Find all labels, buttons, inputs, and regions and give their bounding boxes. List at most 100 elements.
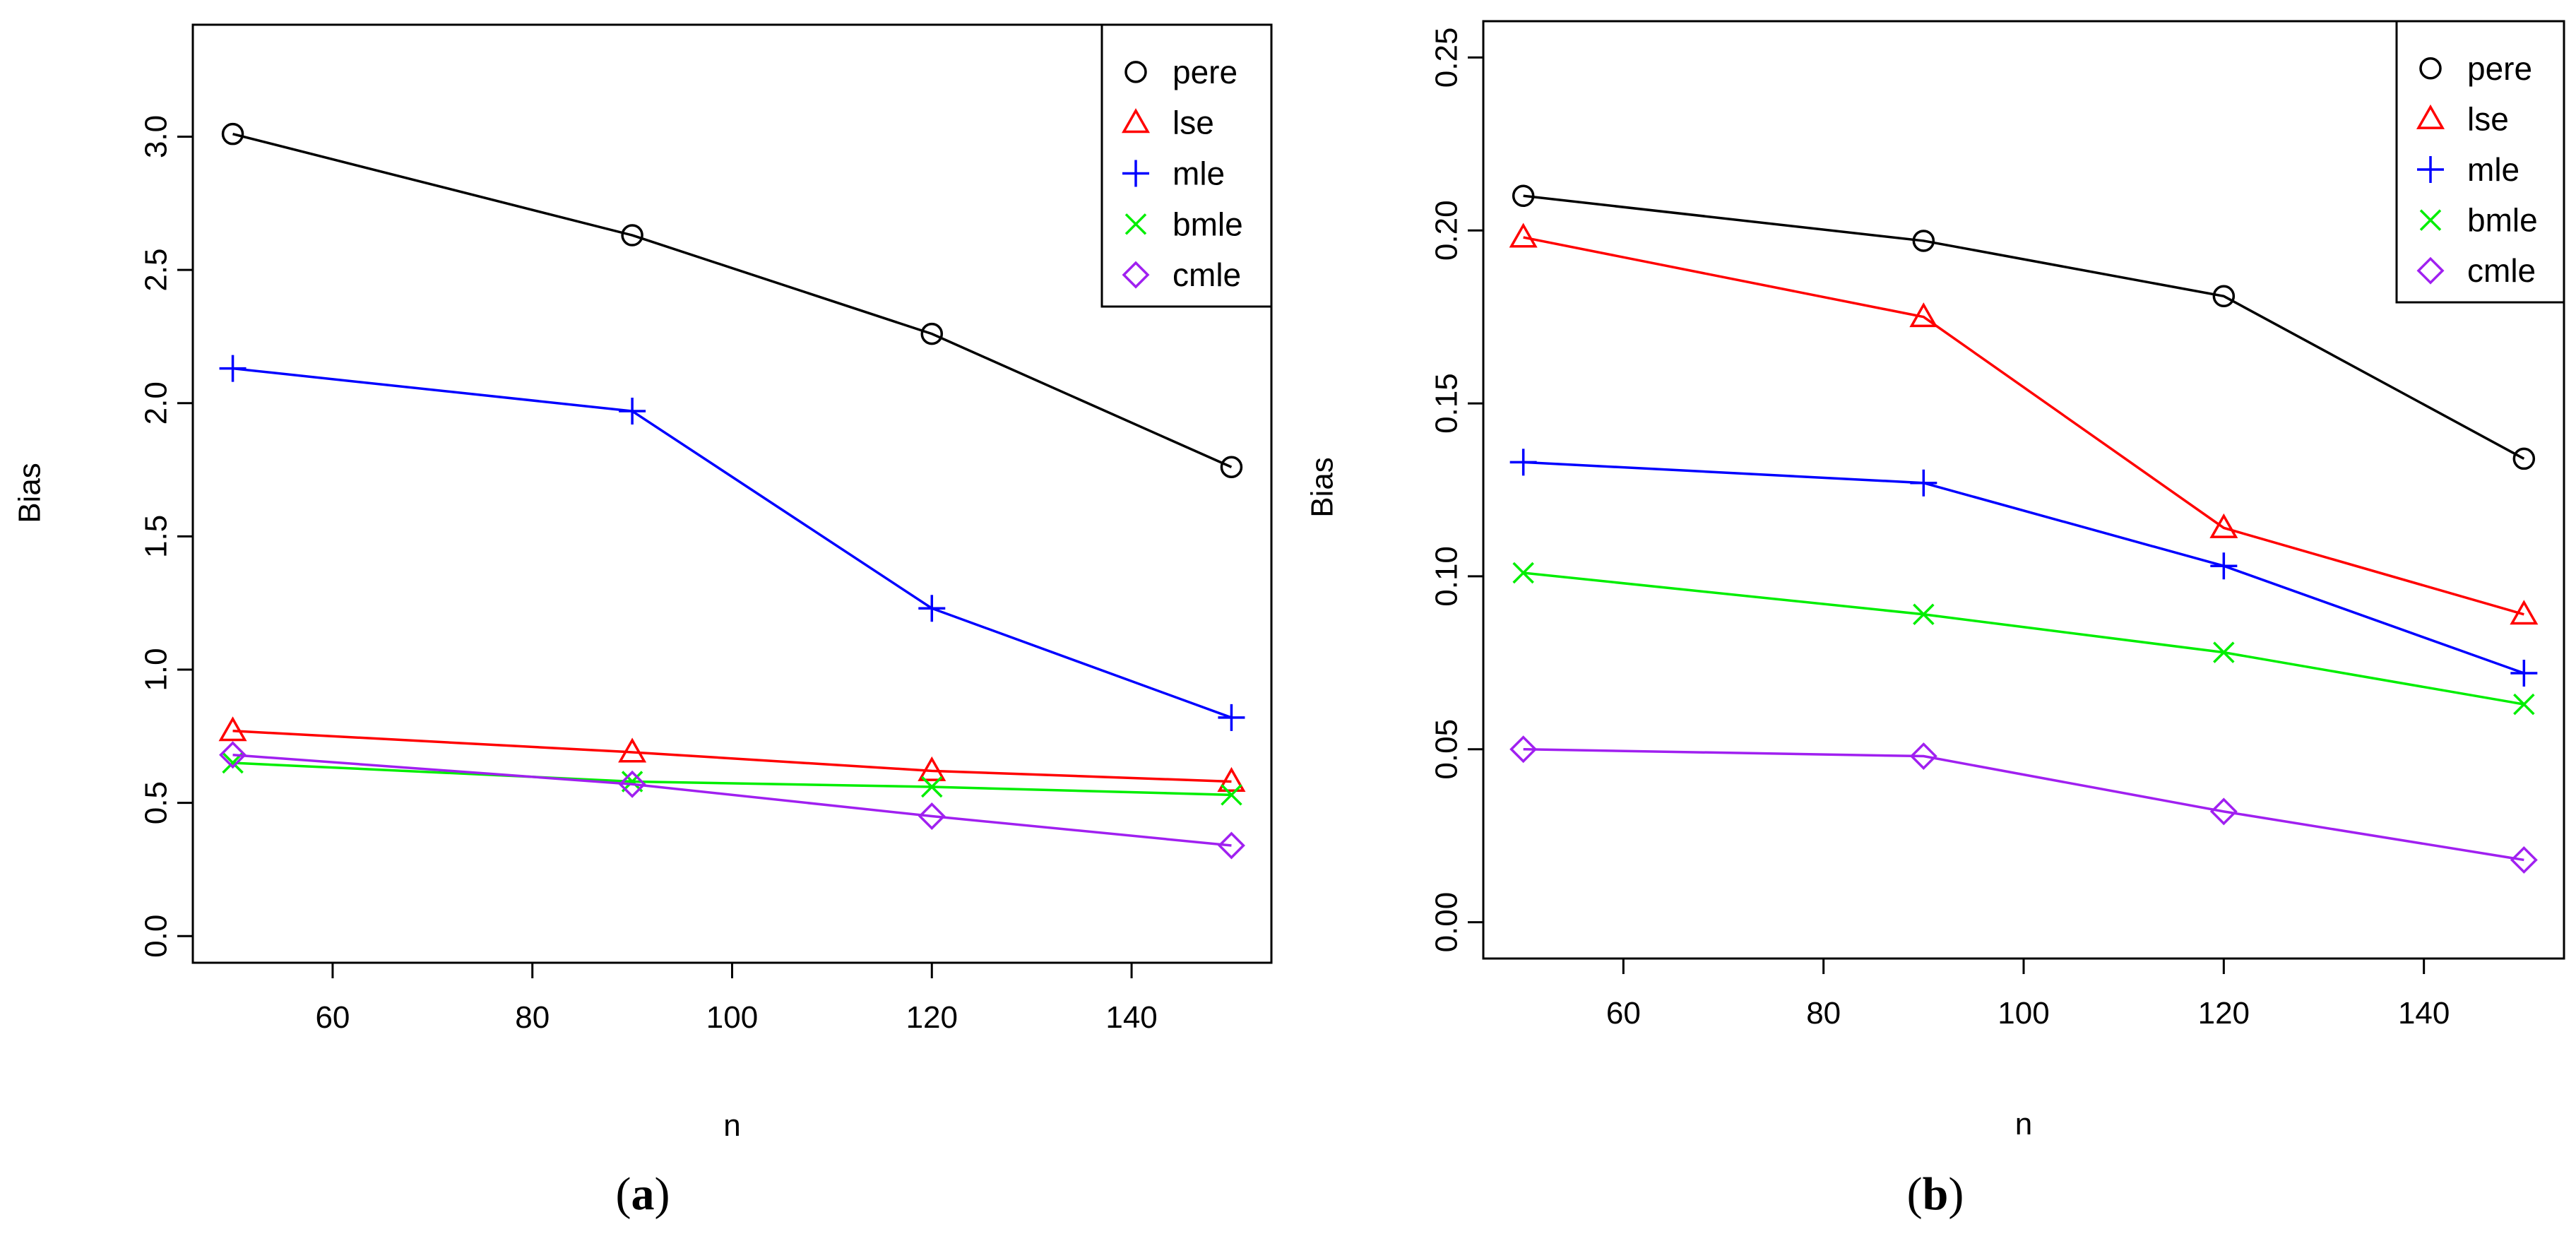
- legend-item-lse: lse: [1121, 105, 1214, 141]
- x-tick-label: 100: [1998, 996, 2049, 1031]
- x-tick-label: 60: [315, 1000, 350, 1035]
- x-tick-label: 60: [1606, 996, 1641, 1031]
- series-bmle: [1512, 562, 2535, 716]
- marker-plus: [1910, 469, 1937, 497]
- marker-plus: [1218, 704, 1245, 731]
- marker-circle: [1512, 184, 1535, 208]
- legend-item-mle: mle: [1122, 155, 1225, 192]
- marker-cross: [2419, 209, 2442, 231]
- panel-caption: (b): [1907, 1168, 1964, 1220]
- marker-diamond: [618, 770, 646, 798]
- marker-cross: [1512, 562, 1534, 584]
- y-tick-label: 1.5: [139, 515, 174, 558]
- series-line-cmle: [232, 753, 1232, 847]
- panel-a: 60 80 100 120 140 n 0.0 0.5 1.0 1.5 2.0 2.5 3.0 Bias p…: [13, 23, 1273, 1220]
- series-line-cmle: [1523, 748, 2524, 862]
- y-tick-label: 0.15: [1430, 373, 1464, 434]
- legend-label-pere: pere: [1173, 54, 1237, 90]
- y-tick-label: 0.00: [1430, 892, 1464, 953]
- marker-triangle: [2510, 600, 2539, 625]
- marker-cross: [1221, 784, 1242, 806]
- marker-triangle: [1121, 108, 1151, 134]
- marker-plus: [619, 398, 646, 425]
- marker-circle: [1124, 61, 1147, 83]
- x-tick-label: 100: [706, 1000, 758, 1035]
- series-line-mle: [1523, 461, 2524, 675]
- series-lse: [1509, 222, 2539, 625]
- legend-item-pere: pere: [2419, 50, 2532, 87]
- legend-item-cmle: cmle: [1122, 256, 1241, 293]
- marker-cross: [2513, 693, 2535, 716]
- legend-item-bmle: bmle: [2419, 202, 2538, 239]
- x-tick-label: 120: [906, 1000, 958, 1035]
- marker-diamond: [2510, 846, 2538, 874]
- marker-diamond: [1217, 831, 1245, 860]
- legend: pere lse mle bmle cmle: [2395, 20, 2565, 304]
- legend-label-mle: mle: [1173, 155, 1225, 192]
- marker-circle: [2512, 447, 2536, 470]
- x-tick-label: 140: [2398, 996, 2450, 1031]
- legend-label-pere: pere: [2467, 50, 2532, 87]
- panel-caption-letter: b: [1923, 1168, 1949, 1220]
- marker-circle: [920, 322, 944, 345]
- y-axis: 0.00 0.05 0.10 0.15 0.20 0.25: [1430, 28, 1485, 953]
- legend-label-cmle: cmle: [1173, 256, 1241, 293]
- y-tick-label: 0.0: [139, 915, 174, 958]
- marker-triangle: [918, 756, 946, 781]
- series-pere: [221, 122, 1243, 479]
- marker-circle: [2212, 285, 2236, 308]
- marker-plus: [918, 595, 946, 622]
- marker-cross: [1124, 213, 1147, 235]
- legend-item-pere: pere: [1124, 54, 1237, 90]
- x-axis: 60 80 100 120 140: [1606, 957, 2450, 1031]
- panel-b: 60 80 100 120 140 n 0.00 0.05 0.10 0.15 0.20 0.25 Bi…: [1305, 20, 2565, 1220]
- series-lse: [218, 716, 1246, 792]
- series-line-bmle: [1523, 571, 2524, 706]
- series-line-pere: [1523, 194, 2525, 460]
- x-tick-label: 120: [2198, 996, 2250, 1031]
- series-bmle: [222, 752, 1242, 806]
- marker-triangle: [218, 716, 247, 742]
- series-line-mle: [232, 367, 1233, 719]
- legend-box: [2395, 20, 2565, 304]
- series-cmle: [1509, 735, 2538, 874]
- series-pere: [1512, 184, 2536, 470]
- marker-triangle: [1909, 302, 1938, 328]
- series-line-lse: [1523, 236, 2524, 616]
- series-line-bmle: [232, 761, 1232, 797]
- y-tick-label: 2.0: [139, 381, 174, 425]
- y-tick-label: 0.10: [1430, 546, 1464, 607]
- marker-plus: [1509, 449, 1537, 476]
- marker-diamond: [219, 741, 247, 769]
- y-tick-label: 0.05: [1430, 719, 1464, 780]
- y-tick-label: 0.20: [1430, 200, 1464, 261]
- marker-triangle: [1509, 222, 1538, 248]
- y-axis-label: Bias: [13, 463, 47, 523]
- legend-label-lse: lse: [2467, 100, 2509, 137]
- marker-circle: [221, 122, 244, 146]
- marker-diamond: [1122, 261, 1150, 289]
- legend-label-bmle: bmle: [1173, 206, 1243, 242]
- legend-item-lse: lse: [2416, 100, 2509, 137]
- x-tick-label: 80: [515, 1000, 550, 1035]
- series-mle: [1509, 449, 2538, 687]
- y-tick-label: 1.0: [139, 648, 174, 691]
- marker-circle: [621, 224, 643, 247]
- marker-circle: [1220, 456, 1243, 479]
- marker-diamond: [1509, 735, 1538, 764]
- legend-box: [1100, 23, 1273, 308]
- x-axis-label: n: [723, 1108, 740, 1143]
- marker-circle: [2419, 57, 2442, 80]
- series-mle: [219, 355, 1245, 731]
- marker-triangle: [2209, 513, 2238, 538]
- panel-caption-letter: a: [631, 1168, 655, 1220]
- marker-plus: [219, 355, 247, 382]
- y-tick-label: 0.25: [1430, 28, 1464, 88]
- legend-label-mle: mle: [2467, 151, 2519, 188]
- legend-item-bmle: bmle: [1124, 206, 1243, 242]
- y-axis-label: Bias: [1305, 457, 1340, 518]
- legend-item-cmle: cmle: [2416, 252, 2536, 289]
- y-tick-label: 2.5: [139, 249, 174, 292]
- marker-circle: [1912, 230, 1935, 252]
